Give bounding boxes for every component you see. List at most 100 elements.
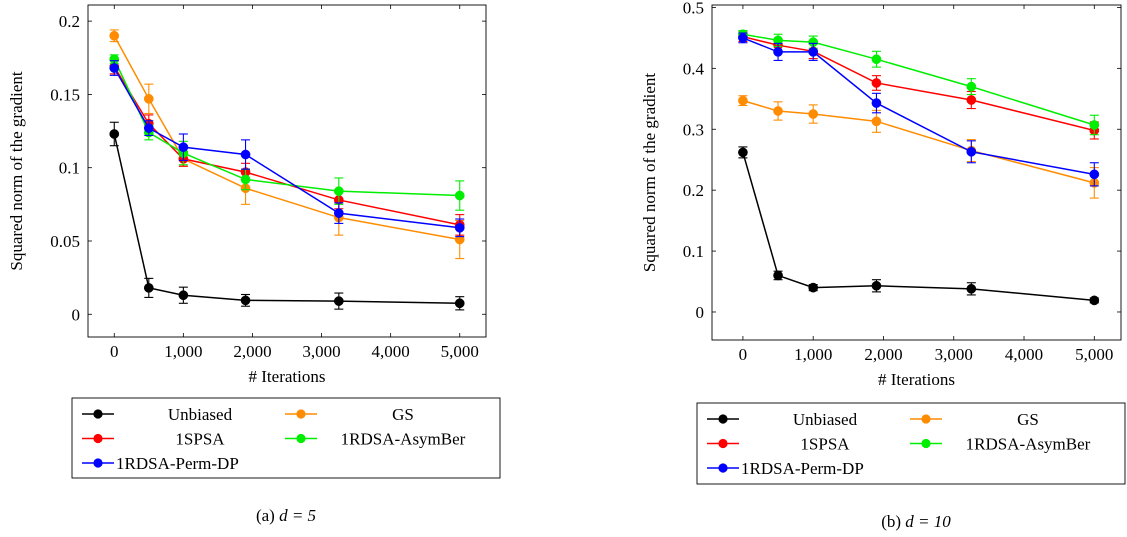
series-1spsa (738, 31, 1100, 140)
legend: Unbiased GS 1SPSA 1RDSA-AsymBer 1RDSA-Perm-D… (696, 402, 1126, 485)
series-1spsa (109, 58, 465, 236)
legend-swatch-marker (93, 458, 103, 468)
data-point (738, 95, 748, 106)
y-tick-label: 0.2 (59, 12, 80, 31)
legend-item: Unbiased (82, 405, 233, 424)
series-1rdsa-asymber (738, 29, 1100, 136)
legend-item: 1SPSA (82, 430, 225, 449)
series-line (113, 133, 460, 305)
legend-swatch-marker (718, 463, 728, 473)
figure-caption: (b) d = 10 (881, 512, 951, 531)
y-tick-label: 0.4 (683, 59, 705, 78)
caption-math: d = 5 (279, 506, 316, 525)
y-tick-label: 0 (696, 303, 705, 322)
caption-math: d = 10 (905, 512, 951, 531)
x-tick-label: 0 (739, 345, 748, 364)
y-tick-label: 0.15 (50, 85, 80, 104)
data-point (871, 116, 882, 127)
series-line (742, 99, 1095, 184)
y-tick-label: 0.3 (683, 120, 704, 139)
legend-label: GS (1017, 410, 1039, 429)
data-point (1089, 120, 1100, 130)
series-1rdsa-asymber (109, 54, 465, 211)
series-line (742, 152, 1095, 302)
series-unbiased (109, 121, 465, 311)
data-point (773, 270, 783, 281)
series-line (742, 33, 1095, 126)
series-line (113, 35, 460, 241)
x-axis-label: # Iterations (878, 370, 955, 389)
legend-label: 1RDSA-AsymBer (341, 430, 466, 449)
y-tick-label: 0.1 (683, 242, 704, 261)
x-tick-label: 0 (110, 342, 119, 361)
data-point (109, 30, 120, 41)
figure-caption: (a) d = 5 (256, 506, 316, 525)
data-point (143, 283, 154, 293)
legend-item: 1RDSA-Perm-DP (707, 459, 864, 478)
plot-frame (711, 4, 1122, 341)
data-point (454, 222, 465, 233)
legend-swatch-marker (93, 433, 103, 444)
data-point (240, 174, 251, 185)
y-tick-label: 0.5 (683, 0, 704, 17)
legend-item: 1RDSA-Perm-DP (82, 454, 239, 473)
data-point (178, 142, 189, 153)
series-gs (738, 95, 1100, 199)
legend-item: Unbiased (707, 410, 858, 429)
legend-swatch-marker (921, 414, 931, 424)
data-point (773, 106, 783, 116)
data-point (333, 296, 344, 306)
data-point (871, 54, 882, 65)
legend-item: 1RDSA-AsymBer (910, 435, 1091, 454)
x-tick-label: 5,000 (1075, 345, 1113, 364)
series-gs (109, 29, 465, 260)
data-point (738, 147, 748, 158)
legend-label: 1RDSA-AsymBer (966, 435, 1091, 454)
series-line (113, 58, 460, 197)
x-axis-label: # Iterations (249, 367, 326, 386)
data-point (240, 295, 251, 306)
x-tick-label: 3,000 (935, 345, 973, 364)
x-tick-label: 2,000 (233, 342, 271, 361)
legend-swatch-marker (718, 414, 728, 424)
legend-swatch-marker (93, 409, 103, 419)
data-point (966, 146, 977, 157)
y-axis-label: Squared norm of the gradient (640, 73, 659, 272)
data-point (871, 78, 882, 88)
series-line (113, 67, 460, 229)
y-tick-label: 0 (72, 305, 81, 324)
legend-label: Unbiased (168, 405, 233, 424)
data-point (240, 149, 251, 160)
legend-swatch-marker (296, 409, 306, 419)
x-tick-label: 3,000 (302, 342, 340, 361)
series-line (742, 35, 1095, 132)
data-point (333, 208, 344, 218)
series-line (742, 37, 1095, 176)
legend-swatch-marker (718, 438, 728, 449)
data-point (454, 190, 465, 201)
chart-panel-b: 0 1,000 2,000 3,000 4,000 5,000 0 0.1 0.2 0.3 0.4 0… (640, 0, 1126, 531)
legend-label: Unbiased (793, 410, 858, 429)
legend-item: 1RDSA-AsymBer (285, 430, 466, 449)
caption-label: (b) (881, 512, 905, 531)
caption-label: (a) (256, 506, 279, 525)
x-tick-label: 1,000 (164, 342, 202, 361)
data-point (966, 95, 977, 105)
data-point (333, 186, 344, 197)
data-point (178, 290, 189, 301)
legend-item: 1SPSA (707, 435, 850, 454)
data-point (966, 81, 977, 92)
legend-swatch-marker (296, 433, 306, 444)
plot-frame (87, 4, 487, 338)
data-point (1089, 169, 1100, 180)
data-point (143, 123, 154, 133)
data-point (1089, 295, 1100, 306)
data-point (454, 298, 465, 309)
legend-item: GS (910, 410, 1039, 429)
data-point (966, 283, 977, 294)
legend-label: 1SPSA (175, 430, 225, 449)
chart-panel-a: 0 1,000 2,000 3,000 4,000 5,000 0 0.05 0.1 0.15 0.… (7, 4, 501, 525)
legend-swatch-marker (921, 438, 931, 449)
data-point (871, 280, 882, 291)
